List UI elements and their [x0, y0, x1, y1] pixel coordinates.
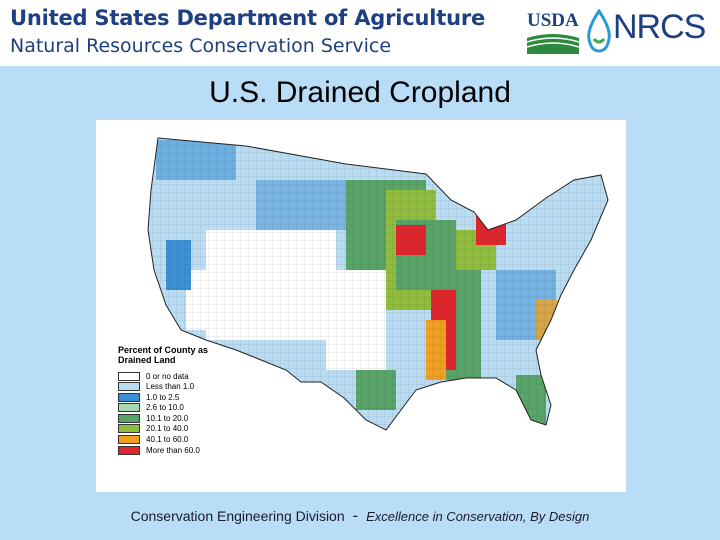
legend-label: 20.1 to 40.0 — [146, 424, 189, 434]
map-legend: Percent of County as Drained Land 0 or n… — [118, 345, 218, 456]
footer-separator: - — [352, 506, 359, 525]
slide-title: U.S. Drained Cropland — [209, 76, 511, 109]
legend-label: Less than 1.0 — [146, 382, 195, 392]
footer-tagline: Excellence in Conservation, By Design — [366, 509, 590, 524]
legend-swatch — [118, 413, 140, 423]
slide-footer: Conservation Engineering Division - Exce… — [0, 506, 720, 526]
legend-label: 40.1 to 60.0 — [146, 435, 189, 445]
legend-swatch — [118, 382, 140, 392]
usda-logo: USDA — [527, 6, 579, 54]
legend-swatch — [118, 403, 140, 413]
legend-swatch — [118, 371, 140, 381]
legend-item: More than 60.0 — [118, 445, 218, 455]
us-county-map — [147, 137, 609, 431]
legend-label: 1.0 to 2.5 — [146, 392, 180, 402]
legend-item: 40.1 to 60.0 — [118, 435, 218, 445]
drained-cropland-map — [96, 120, 626, 492]
legend-item: Less than 1.0 — [118, 382, 218, 392]
usda-logo-text: USDA — [527, 10, 579, 31]
legend-item: 20.1 to 40.0 — [118, 424, 218, 434]
legend-label: More than 60.0 — [146, 445, 200, 455]
legend-swatch — [118, 424, 140, 434]
agency-name: United States Department of Agriculture — [10, 6, 486, 30]
legend-label: 0 or no data — [146, 371, 189, 381]
legend-title: Percent of County as Drained Land — [118, 345, 209, 365]
agency-logos: USDA NRCS — [527, 6, 706, 56]
legend-swatch — [118, 435, 140, 445]
nrcs-drop-icon — [587, 9, 611, 53]
legend-swatch — [118, 392, 140, 402]
usda-logo-icon — [527, 34, 579, 54]
legend-label: 2.6 to 10.0 — [146, 403, 184, 413]
footer-division: Conservation Engineering Division — [130, 508, 345, 524]
service-name: Natural Resources Conservation Service — [10, 35, 392, 57]
legend-item: 2.6 to 10.0 — [118, 403, 218, 413]
nrcs-logo-text: NRCS — [613, 8, 706, 46]
legend-item: 10.1 to 20.0 — [118, 413, 218, 423]
agency-header: United States Department of Agriculture … — [0, 0, 720, 66]
legend-swatch — [118, 445, 140, 455]
legend-item: 1.0 to 2.5 — [118, 392, 218, 402]
legend-item: 0 or no data — [118, 371, 218, 381]
legend-label: 10.1 to 20.0 — [146, 413, 189, 423]
